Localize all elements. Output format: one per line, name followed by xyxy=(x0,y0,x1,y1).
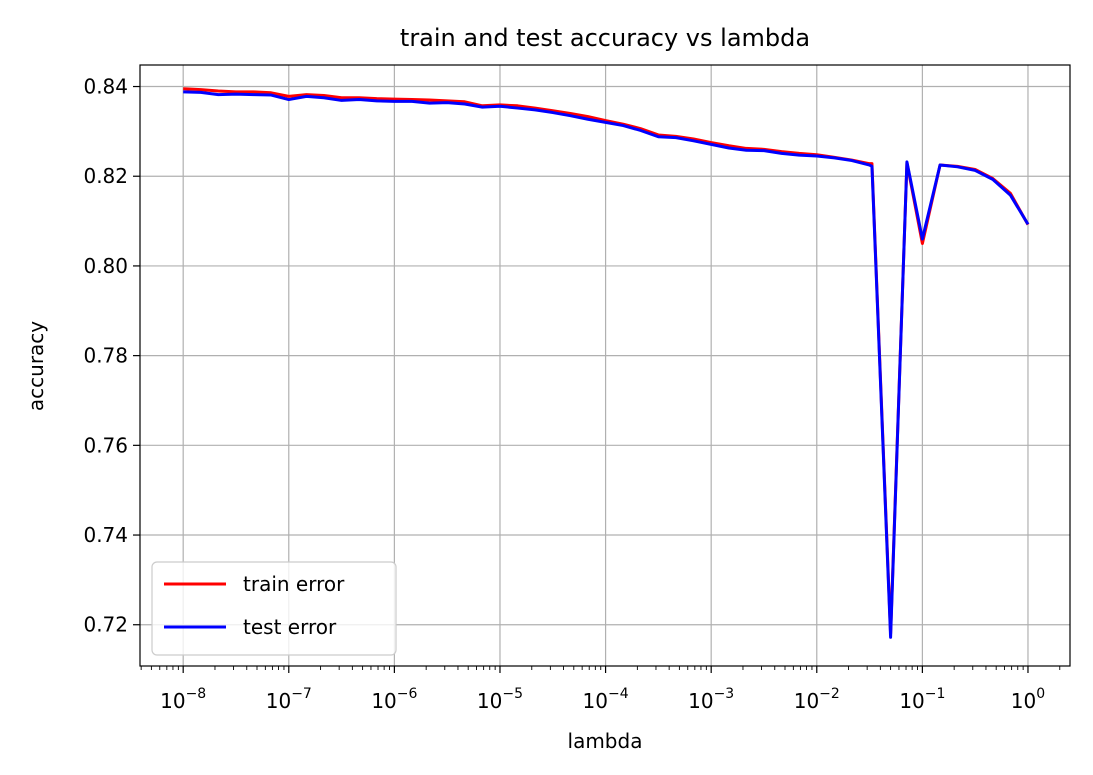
series-line-test xyxy=(183,90,1030,639)
y-tick-label: 0.74 xyxy=(83,523,128,547)
series-layer xyxy=(183,87,1030,639)
x-tick-label: 10−3 xyxy=(688,686,734,713)
x-tick-label: 10−6 xyxy=(371,686,417,713)
legend: train error test error xyxy=(151,561,397,656)
grid xyxy=(140,65,1070,666)
x-tick-label: 100 xyxy=(1011,686,1045,713)
x-tick-label: 10−5 xyxy=(477,686,523,713)
x-tick-label: 10−7 xyxy=(266,686,312,713)
y-ticks: 0.72 0.74 0.76 0.78 0.80 0.82 0.84 xyxy=(83,75,140,637)
legend-label-test: test error xyxy=(243,615,337,639)
x-tick-label: 10−1 xyxy=(899,686,945,713)
x-axis-label: lambda xyxy=(568,729,643,753)
y-axis-label: accuracy xyxy=(24,321,48,411)
x-ticks: 10−8 10−7 10−6 10−5 10−4 10−3 10−2 10−1 100 xyxy=(140,666,1061,713)
y-tick-label: 0.82 xyxy=(83,164,128,188)
y-tick-label: 0.80 xyxy=(83,254,128,278)
x-tick-label: 10−8 xyxy=(160,686,206,713)
y-tick-label: 0.78 xyxy=(83,344,128,368)
y-tick-label: 0.76 xyxy=(83,433,128,457)
x-tick-label: 10−2 xyxy=(794,686,840,713)
chart-title: train and test accuracy vs lambda xyxy=(400,24,810,52)
x-tick-label: 10−4 xyxy=(583,686,629,713)
legend-label-train: train error xyxy=(243,572,345,596)
y-tick-label: 0.72 xyxy=(83,613,128,637)
y-tick-label: 0.84 xyxy=(83,75,128,99)
